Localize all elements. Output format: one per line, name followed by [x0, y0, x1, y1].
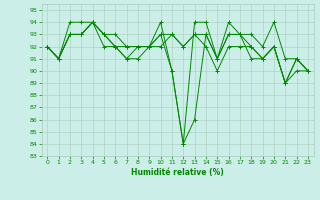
- X-axis label: Humidité relative (%): Humidité relative (%): [131, 168, 224, 177]
